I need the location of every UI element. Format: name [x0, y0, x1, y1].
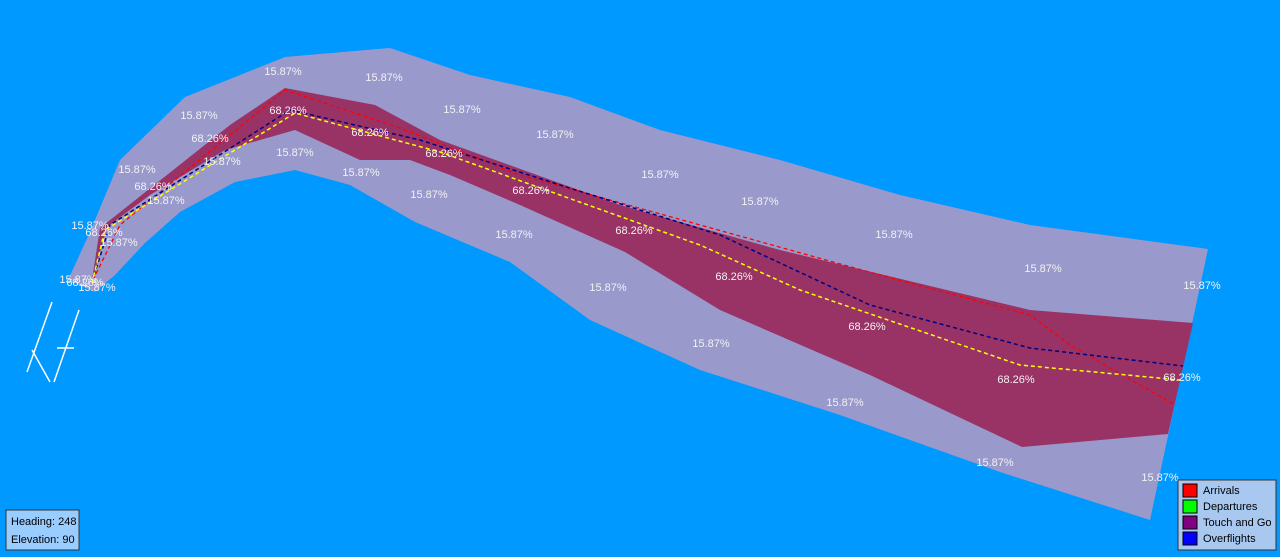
legend-swatch	[1182, 531, 1198, 546]
inner-label: 68.26%	[269, 105, 307, 117]
outer-label: 15.87%	[1024, 263, 1062, 275]
inner-label: 68.26%	[191, 133, 229, 145]
outer-label: 15.87%	[342, 167, 380, 179]
outer-label: 15.87%	[641, 169, 679, 181]
inner-label: 68.26%	[85, 227, 123, 239]
legend-label: Departures	[1203, 501, 1258, 513]
legend-swatch	[1182, 515, 1198, 530]
outer-label: 15.87%	[59, 274, 97, 286]
legend: Arrivals Departures Touch and Go Overflight…	[1177, 479, 1277, 551]
outer-label: 15.87%	[180, 110, 218, 122]
outer-label: 15.87%	[976, 457, 1014, 469]
outer-label: 15.87%	[78, 282, 116, 294]
labels: 15.87% 15.87%15.87%15.87%15.87%15.87%15.8…	[59, 66, 1221, 484]
outer-label: 15.87%	[276, 147, 314, 159]
outer-label: 15.87%	[1183, 280, 1221, 292]
legend-swatch	[1182, 483, 1198, 498]
inner-band	[92, 88, 1193, 447]
outer-label: 15.87%	[692, 338, 730, 350]
outer-label: 15.87%	[495, 229, 533, 241]
outer-label: 15.87%	[410, 189, 448, 201]
info-box: Heading: 248 Elevation: 90	[5, 509, 80, 551]
outer-label: 15.87%	[71, 220, 109, 232]
outer-label: 15.87%	[875, 229, 913, 241]
inner-label: 68.26%	[425, 148, 463, 160]
outer-band	[68, 48, 1208, 520]
inner-label: 68.26%	[351, 127, 389, 139]
inner-label: 68.26%	[615, 225, 653, 237]
outer-label: 15.87%	[365, 72, 403, 84]
inner-label: 68.26%	[1163, 372, 1201, 384]
outer-label: 15.87%	[203, 156, 241, 168]
outer-label: 15.87%	[826, 397, 864, 409]
runway	[26, 301, 80, 383]
outer-label: 15.87%	[589, 282, 627, 294]
heading: Heading: 248	[11, 516, 76, 528]
inner-label: 68.26%	[66, 277, 104, 289]
outer-label: 15.87%	[118, 164, 156, 176]
arrival-track	[92, 89, 1176, 406]
outer-label: 15.87%	[536, 129, 574, 141]
outer-label: 15.87%	[147, 195, 185, 207]
legend-swatch	[1182, 499, 1198, 514]
outer-label: 15.87%	[264, 66, 302, 78]
inner-label: 68.26%	[715, 271, 753, 283]
legend-label: Overflights	[1203, 533, 1256, 545]
outer-label: 15.87%	[1141, 472, 1179, 484]
legend-label: Arrivals	[1203, 485, 1240, 497]
inner-label: 68.26%	[512, 185, 550, 197]
legend-label: Touch and Go	[1203, 517, 1272, 529]
outer-label: 15.87%	[741, 196, 779, 208]
inner-label: 68.26%	[997, 374, 1035, 386]
info-panel	[5, 509, 80, 551]
outer-label: 15.87%	[443, 104, 481, 116]
overflight-track	[91, 109, 1184, 367]
elevation: Elevation: 90	[11, 534, 75, 546]
inner-label: 68.26%	[134, 181, 172, 193]
inner-label: 68.26%	[848, 321, 886, 333]
outer-label: 15.87%	[100, 237, 138, 249]
mean-track	[91, 112, 1181, 381]
